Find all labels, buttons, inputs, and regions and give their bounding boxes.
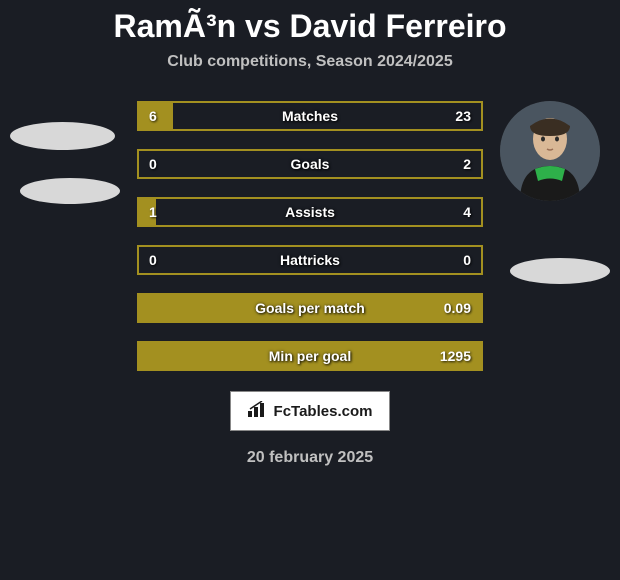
team-badge-left-1	[10, 122, 115, 150]
logo-text: FcTables.com	[274, 403, 373, 420]
stat-value-left: 6	[149, 108, 157, 124]
stat-value-right: 4	[463, 204, 471, 220]
stat-bar-hattricks: 0 Hattricks 0	[137, 245, 483, 275]
stat-value-left: 0	[149, 156, 157, 172]
avatar-right	[500, 101, 600, 201]
stat-label: Matches	[282, 108, 338, 124]
stat-label: Assists	[285, 204, 335, 220]
stat-label: Goals	[291, 156, 330, 172]
stats-column: 6 Matches 23 0 Goals 2 1 Assists 4	[125, 101, 495, 371]
date-text: 20 february 2025	[10, 449, 610, 467]
subtitle: Club competitions, Season 2024/2025	[10, 53, 610, 71]
infographic-container: RamÃ³n vs David Ferreiro Club competitio…	[0, 0, 620, 475]
stat-label: Hattricks	[280, 252, 340, 268]
chart-icon	[248, 401, 268, 422]
stat-bar-assists: 1 Assists 4	[137, 197, 483, 227]
stat-bar-mpg: Min per goal 1295	[137, 341, 483, 371]
stat-bar-matches: 6 Matches 23	[137, 101, 483, 131]
team-badge-left-2	[20, 178, 120, 204]
team-badge-right	[510, 258, 610, 284]
stat-label: Goals per match	[255, 300, 365, 316]
stat-value-right: 0.09	[444, 300, 471, 316]
player-right-column	[495, 101, 605, 231]
source-logo: FcTables.com	[230, 391, 390, 431]
stat-value-right: 0	[463, 252, 471, 268]
stat-bar-goals: 0 Goals 2	[137, 149, 483, 179]
stat-bar-gpm: Goals per match 0.09	[137, 293, 483, 323]
stat-value-right: 1295	[440, 348, 471, 364]
stat-value-right: 23	[455, 108, 471, 124]
player-photo-icon	[500, 101, 600, 201]
stat-label: Min per goal	[269, 348, 351, 364]
stat-value-left: 0	[149, 252, 157, 268]
stat-value-left: 1	[149, 204, 157, 220]
stat-value-right: 2	[463, 156, 471, 172]
player-left-column	[15, 101, 125, 231]
page-title: RamÃ³n vs David Ferreiro	[10, 8, 610, 45]
